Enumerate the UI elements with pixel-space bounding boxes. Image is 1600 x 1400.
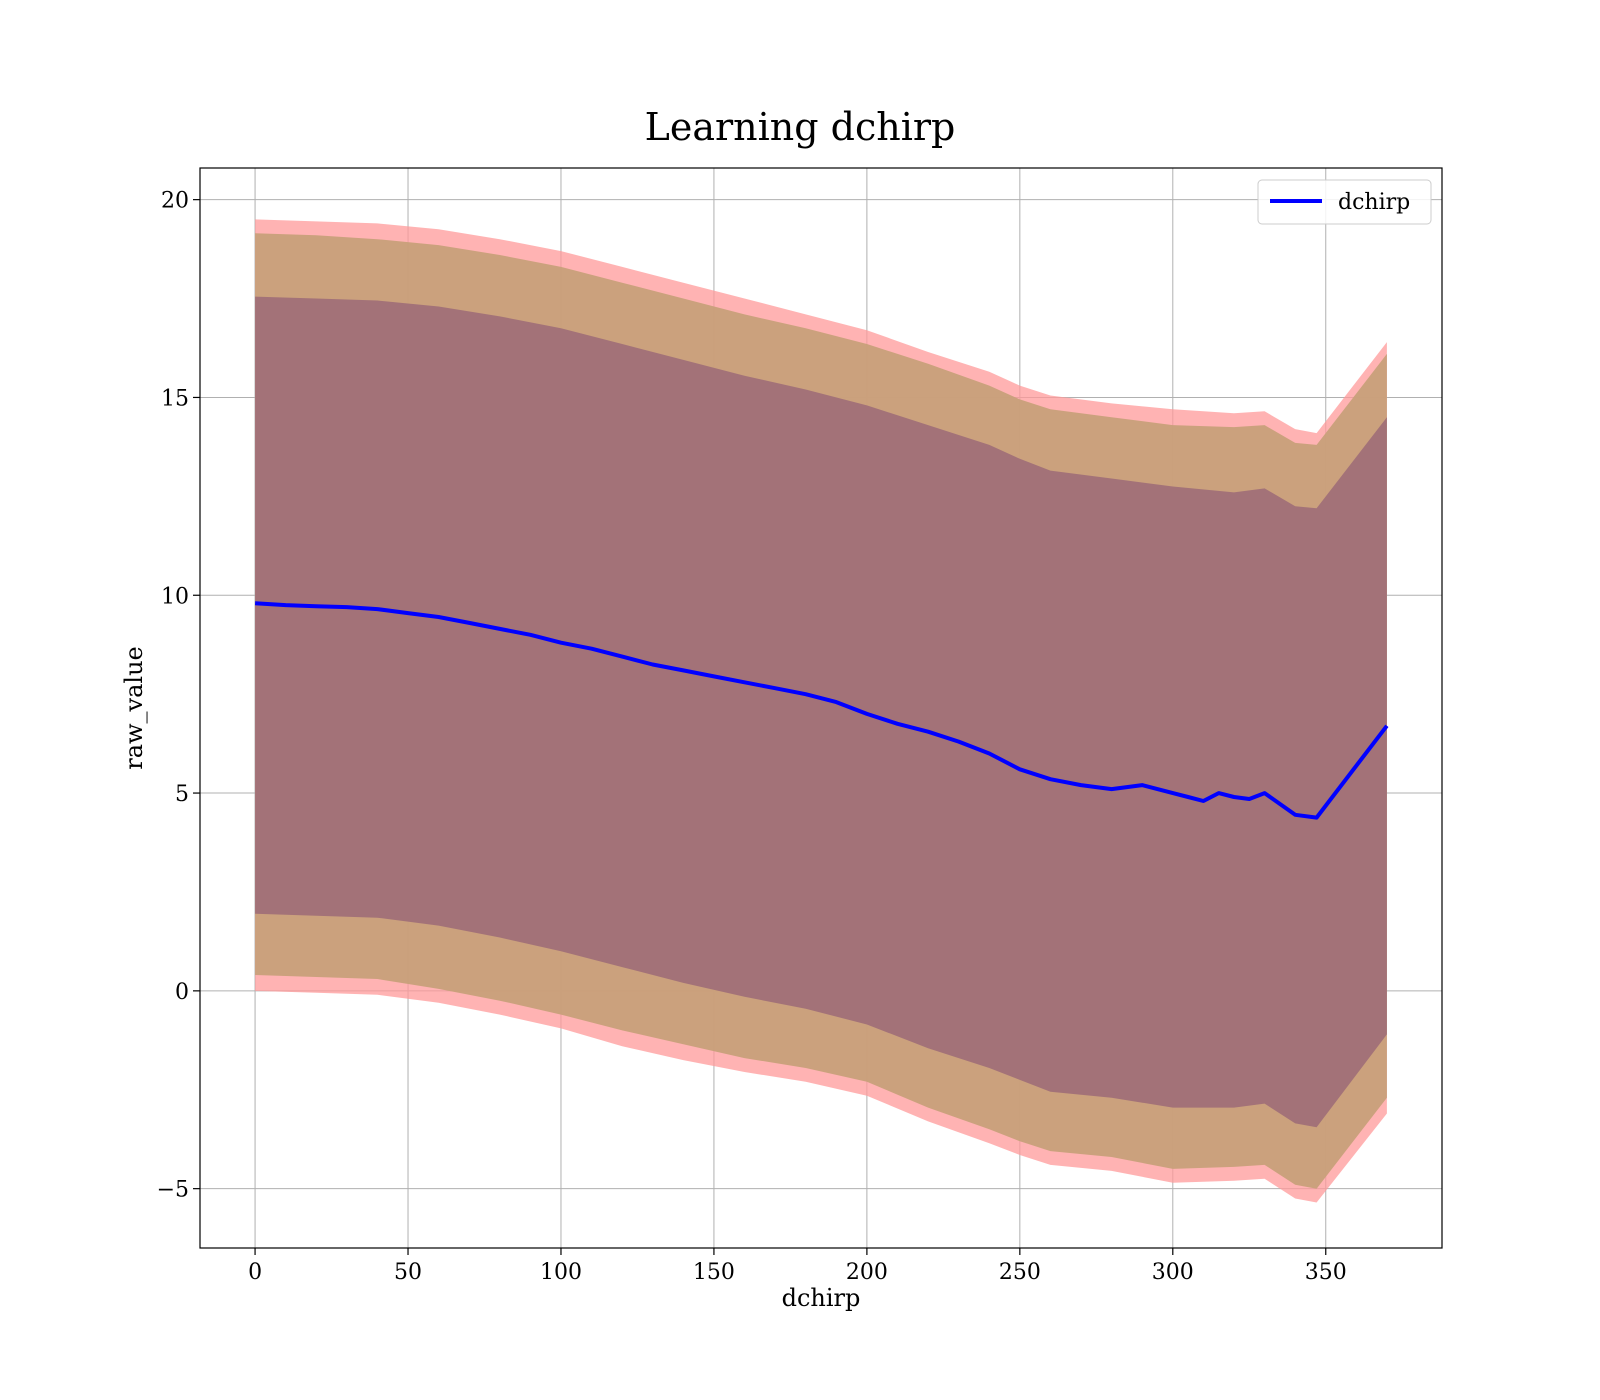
x-tick-label: 300 <box>1152 1260 1194 1285</box>
y-tick-label: 20 <box>161 189 189 214</box>
series-line-dchirp <box>254 601 1389 820</box>
x-tick-label: 100 <box>540 1260 582 1285</box>
uncertainty-bands <box>255 219 1387 1203</box>
y-tick-label: 0 <box>175 980 189 1005</box>
legend: dchirp <box>1257 179 1432 225</box>
inner-band <box>255 296 1387 1128</box>
x-tick-label: 150 <box>693 1260 735 1285</box>
plot-frame <box>199 167 1443 1249</box>
y-tick-label: 15 <box>161 386 189 411</box>
y-tick-label: 5 <box>175 782 189 807</box>
y-axis-label: raw_value <box>120 646 148 770</box>
legend-label: dchirp <box>1338 190 1410 215</box>
y-tick-label: 10 <box>161 584 189 609</box>
x-axis-ticks: 0 50 100 150 200 250 300 350 <box>248 1248 1347 1285</box>
x-axis-label: dchirp <box>782 1284 861 1312</box>
x-tick-label: 250 <box>999 1260 1041 1285</box>
x-tick-label: 50 <box>394 1260 422 1285</box>
y-axis-ticks: −5 0 5 10 15 20 <box>157 189 200 1203</box>
x-tick-label: 350 <box>1305 1260 1347 1285</box>
legend-box <box>1257 179 1432 225</box>
y-tick-label: −5 <box>157 1178 189 1203</box>
chart-title: Learning dchirp <box>645 105 956 149</box>
x-tick-label: 0 <box>248 1260 262 1285</box>
x-tick-label: 200 <box>846 1260 888 1285</box>
series-lines <box>254 601 1389 820</box>
